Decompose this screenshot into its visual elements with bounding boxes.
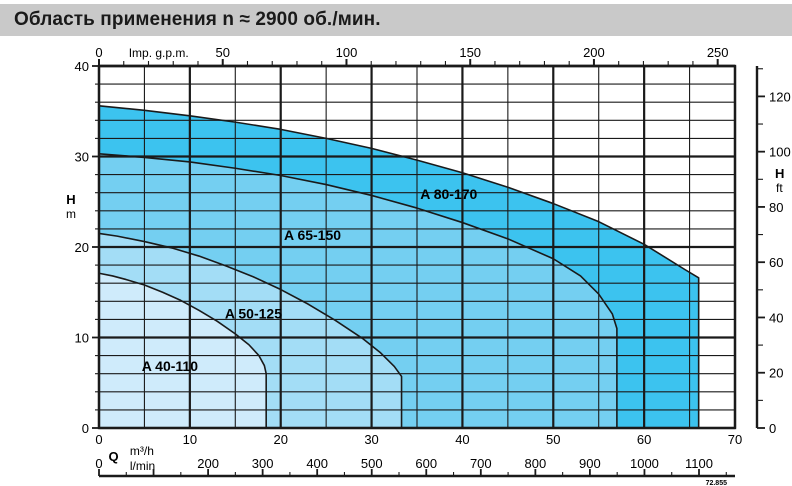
bottom-axis-lmin-tick-label: 800 <box>525 456 547 471</box>
drawing-code: 72.855 <box>706 480 728 486</box>
top-axis-tick-label: 0 <box>95 45 102 60</box>
top-axis-tick-label: 100 <box>336 45 358 60</box>
left-axis-tick-label: 10 <box>75 331 89 346</box>
curve-label-a-40-110: A 40-110 <box>142 358 199 374</box>
bottom-axis-lmin-tick-label: 0 <box>95 456 102 471</box>
right-axis-tick-label: 40 <box>769 310 783 325</box>
right-axis-tick-label: 120 <box>769 89 791 104</box>
curve-a-40-110 <box>98 272 267 428</box>
bottom-axis-lmin-tick-label: 900 <box>579 456 601 471</box>
bottom-axis-qm3h-tick-label: 30 <box>364 432 378 447</box>
top-axis-tick-label: 150 <box>459 45 481 60</box>
bottom-axis-qm3h-tick-label: 0 <box>95 432 102 447</box>
bottom-axis-qm3h-tick-label: 40 <box>455 432 469 447</box>
curve-label-a-80-170: A 80-170 <box>420 186 477 202</box>
curve-a-65-150 <box>98 152 618 428</box>
top-axis-tick-label: 250 <box>707 45 729 60</box>
bottom-axis-qm3h-tick-label: 60 <box>637 432 651 447</box>
bottom-axis-lmin-tick-label: 500 <box>361 456 383 471</box>
curve-a-80-170 <box>98 105 700 428</box>
bottom-axis-lmin-tick-label: 1000 <box>630 456 659 471</box>
top-axis-tick-label: 50 <box>216 45 230 60</box>
bottom-axis-qm3h-tick-label: 50 <box>546 432 560 447</box>
curve-label-a-65-150: A 65-150 <box>284 227 341 243</box>
left-axis-tick-label: 40 <box>75 59 89 74</box>
top-axis-name: Imp. g.p.m. <box>129 46 189 60</box>
left-axis-tick-label: 30 <box>75 150 89 165</box>
bottom-axis-lmin-tick-label: 400 <box>306 456 328 471</box>
bottom-axis-qm3h-tick-label: 20 <box>273 432 287 447</box>
bottom-axis-lmin-unit: l/min <box>130 459 155 473</box>
bottom-axis-lmin-tick-label: 700 <box>470 456 492 471</box>
curve-a-50-125 <box>98 232 403 428</box>
left-axis-tick-label: 0 <box>82 421 89 436</box>
top-axis-tick-label: 200 <box>583 45 605 60</box>
bottom-axis-lmin-tick-label: 200 <box>197 456 219 471</box>
bottom-axis-q-name: Q <box>108 449 118 464</box>
right-axis-tick-label: 100 <box>769 145 791 160</box>
bottom-axis-lmin-tick-label: 1100 <box>685 456 713 471</box>
bottom-axis-qm3h-tick-label: 10 <box>183 432 197 447</box>
header-bar: Область применения n ≈ 2900 об./мин. <box>0 4 792 36</box>
page-title: Область применения n ≈ 2900 об./мин. <box>14 9 381 30</box>
bottom-axis-m3h-unit: m³/h <box>130 444 154 458</box>
left-axis-unit: m <box>66 207 76 221</box>
bottom-axis-lmin-tick-label: 300 <box>252 456 274 471</box>
curve-label-a-50-125: A 50-125 <box>225 305 282 321</box>
right-axis-tick-label: 20 <box>769 366 783 381</box>
left-axis-tick-label: 20 <box>75 240 89 255</box>
bottom-axis-lmin-tick-label: 600 <box>415 456 437 471</box>
right-axis-unit: ft <box>776 181 783 195</box>
left-axis-name: H <box>66 192 75 207</box>
right-axis-tick-label: 0 <box>769 421 776 436</box>
right-axis-name: H <box>775 166 784 181</box>
right-axis-tick-label: 60 <box>769 255 783 270</box>
right-axis-tick-label: 80 <box>769 200 783 215</box>
bottom-axis-qm3h-tick-label: 70 <box>728 432 742 447</box>
region-fill-a-40-110 <box>99 273 267 428</box>
